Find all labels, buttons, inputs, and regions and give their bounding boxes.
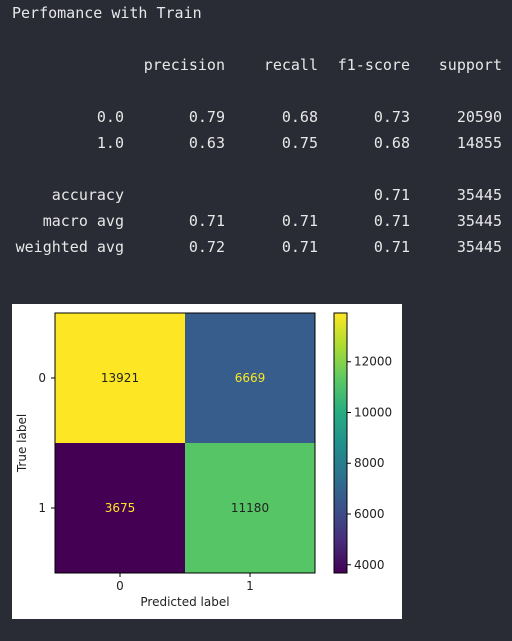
heatmap-cell-label: 13921 (101, 371, 139, 385)
colorbar-tick-label: 8000 (354, 456, 385, 470)
heatmap-cell (185, 443, 315, 573)
row-support: 35445 (456, 238, 502, 256)
row-precision: 0.71 (188, 212, 225, 230)
y-tick-label: 0 (38, 371, 46, 385)
row-support: 20590 (456, 108, 502, 126)
row-f1: 0.68 (373, 134, 410, 152)
heatmap-cell-label: 11180 (231, 501, 269, 515)
x-axis-label: Predicted label (140, 595, 229, 609)
row-precision: 0.79 (188, 108, 225, 126)
y-axis-label: True label (15, 414, 29, 473)
row-recall: 0.68 (281, 108, 318, 126)
heatmap-cell (55, 443, 185, 573)
heatmap-cell-label: 6669 (235, 371, 266, 385)
row-f1: 0.71 (373, 186, 410, 204)
row-label: 0.0 (96, 108, 124, 126)
colorbar-tick-label: 6000 (354, 507, 385, 521)
row-precision: 0.72 (188, 238, 225, 256)
x-tick-label: 1 (246, 579, 254, 593)
row-precision: 0.63 (188, 134, 225, 152)
row-label: 1.0 (96, 134, 124, 152)
x-tick-label: 0 (116, 579, 124, 593)
row-recall: 0.71 (281, 212, 318, 230)
row-f1: 0.71 (373, 238, 410, 256)
row-recall: 0.71 (281, 238, 318, 256)
row-support: 35445 (456, 212, 502, 230)
colorbar (333, 312, 348, 574)
row-support: 14855 (456, 134, 502, 152)
heatmap-cell (55, 313, 185, 443)
row-f1: 0.71 (373, 212, 410, 230)
heatmap-cells (55, 313, 315, 573)
colorbar-tick-label: 4000 (354, 558, 385, 572)
colorbar-tick-label: 10000 (354, 405, 392, 419)
row-label: weighted avg (15, 238, 124, 256)
heatmap-cell-labels: 13921 6669 3675 11180 (101, 371, 269, 515)
row-label: accuracy (51, 186, 124, 204)
row-label: macro avg (42, 212, 124, 230)
heatmap-cell-label: 3675 (105, 501, 136, 515)
header-f1-score: f1-score (337, 56, 410, 74)
y-tick-label: 1 (38, 501, 46, 515)
header-recall: recall (263, 56, 318, 74)
header-support: support (438, 56, 502, 74)
matrix-frame (54, 312, 316, 574)
row-support: 35445 (456, 186, 502, 204)
y-axis-ticks: 01 (38, 371, 55, 515)
colorbar-tick-label: 12000 (354, 355, 392, 369)
output-title: Perfomance with Train (12, 4, 202, 22)
heatmap-cell (185, 313, 315, 443)
header-precision: precision (143, 56, 225, 74)
row-f1: 0.73 (373, 108, 410, 126)
colorbar-ticks: 4000 6000 8000 10000 12000 (347, 355, 392, 572)
row-recall: 0.75 (281, 134, 318, 152)
